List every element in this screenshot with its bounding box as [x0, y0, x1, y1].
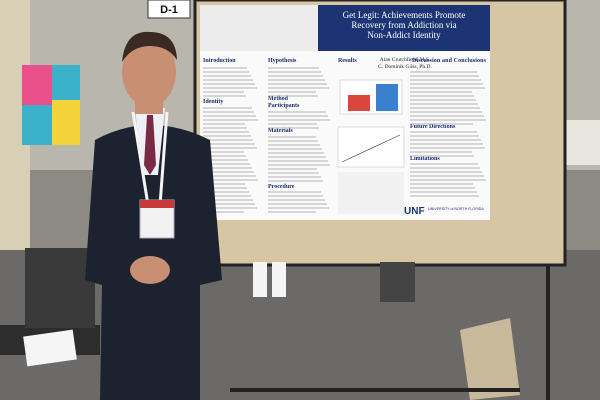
bag	[460, 318, 520, 400]
neck	[135, 100, 163, 114]
section-heading: Future Directions	[410, 124, 456, 130]
section-heading: Method	[268, 96, 289, 102]
tie	[144, 115, 156, 175]
section-heading: Discussion and Conclusions	[412, 58, 487, 64]
lanyard	[158, 111, 169, 206]
scatter-figure	[337, 126, 405, 168]
section-heading: Hypothesis	[268, 58, 297, 64]
section-heading: Introduction	[203, 58, 236, 64]
legs	[272, 262, 286, 297]
right-poster	[565, 120, 600, 165]
head	[122, 37, 176, 107]
sign-label: D-1	[160, 4, 178, 16]
title-bar	[318, 5, 490, 51]
section-heading: Identity	[203, 99, 223, 105]
section-heading: Participants	[268, 103, 300, 109]
author: C. Dominik Güss, Ph.D.	[378, 64, 432, 70]
legs	[253, 262, 267, 297]
sign	[147, 0, 191, 19]
figure-line	[341, 134, 401, 163]
legs	[380, 262, 415, 302]
poster-title: Get Legit: Achievements Promote	[343, 10, 466, 20]
figure-bar	[348, 95, 370, 111]
paper	[23, 329, 77, 367]
abstract	[200, 5, 318, 51]
table-figure	[338, 172, 404, 214]
hair	[122, 31, 177, 62]
poster-title: Recovery from Addiction via	[351, 20, 456, 30]
section-heading: Limitations	[410, 156, 440, 162]
logo-name: UNIVERSITY of NORTH FLORIDA	[428, 207, 484, 211]
left-poster-block	[22, 65, 52, 105]
left-poster-block	[52, 100, 80, 145]
badge-stripe	[140, 200, 174, 208]
chair-back	[25, 248, 95, 328]
lanyard	[131, 111, 150, 206]
section-heading: Procedure	[268, 184, 295, 190]
section-heading: Results	[338, 58, 357, 64]
section-heading: Materials	[268, 128, 293, 134]
hands	[130, 256, 170, 284]
poster-title: Non-Addict Identity	[367, 30, 441, 40]
figure-bar	[376, 84, 398, 111]
author: Alan Crutchfield, M.S.	[380, 56, 431, 63]
logo-mark: UNF	[404, 206, 425, 217]
